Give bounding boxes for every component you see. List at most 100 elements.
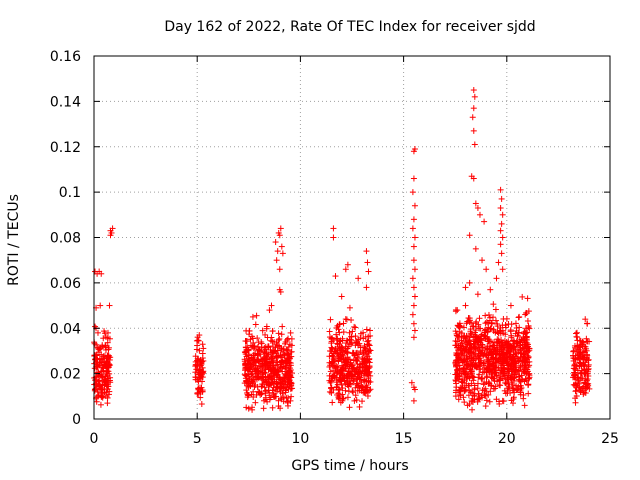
data-point — [280, 383, 287, 390]
data-point — [410, 175, 417, 182]
data-point — [193, 361, 200, 368]
data-point — [285, 394, 292, 401]
data-point — [288, 385, 295, 392]
data-point — [198, 384, 205, 391]
data-point — [105, 368, 112, 375]
data-point — [279, 250, 286, 257]
data-point — [338, 293, 345, 300]
data-point — [273, 372, 280, 379]
data-point — [350, 357, 357, 364]
data-point — [362, 384, 369, 391]
data-point — [409, 275, 416, 282]
data-point — [100, 365, 107, 372]
data-point — [461, 399, 468, 406]
data-point — [286, 341, 293, 348]
data-point — [482, 312, 489, 319]
data-point — [356, 403, 363, 410]
data-point — [499, 397, 506, 404]
data-point — [330, 234, 337, 241]
data-point — [339, 397, 346, 404]
data-point — [342, 387, 349, 394]
data-point — [336, 329, 343, 336]
data-point — [462, 302, 469, 309]
data-point — [99, 374, 106, 381]
data-point — [284, 350, 291, 357]
data-point — [346, 356, 353, 363]
data-point — [355, 275, 362, 282]
data-point — [278, 243, 285, 250]
data-point — [348, 317, 355, 324]
data-point — [98, 387, 105, 394]
data-point — [329, 353, 336, 360]
data-point — [484, 373, 491, 380]
data-point — [252, 321, 259, 328]
data-point — [103, 355, 110, 362]
x-tick-label: 15 — [395, 431, 413, 447]
data-point — [470, 127, 477, 134]
data-point — [338, 367, 345, 374]
data-point — [327, 379, 334, 386]
data-point — [268, 349, 275, 356]
data-point — [242, 372, 249, 379]
grid-lines — [94, 56, 610, 419]
data-point — [360, 335, 367, 342]
data-point — [470, 87, 477, 94]
data-point — [487, 286, 494, 293]
data-point — [351, 352, 358, 359]
data-point — [460, 394, 467, 401]
data-point — [340, 329, 347, 336]
y-tick-label: 0.16 — [50, 49, 81, 65]
data-point — [263, 378, 270, 385]
data-point — [272, 393, 279, 400]
y-axis-label: ROTI / TECUs — [6, 194, 22, 286]
y-tick-label: 0.06 — [50, 276, 81, 292]
data-point — [257, 351, 264, 358]
data-point — [511, 338, 518, 345]
data-point — [516, 313, 523, 320]
data-point — [498, 195, 505, 202]
data-point — [332, 345, 339, 352]
data-point — [249, 313, 256, 320]
data-point — [338, 355, 345, 362]
data-point — [454, 333, 461, 340]
data-point — [197, 394, 204, 401]
scatter-points — [91, 87, 593, 413]
data-point — [274, 248, 281, 255]
data-point — [339, 391, 346, 398]
data-point — [515, 329, 522, 336]
data-point — [523, 334, 530, 341]
data-point — [101, 378, 108, 385]
data-point — [350, 389, 357, 396]
data-point — [254, 365, 261, 372]
data-point — [242, 378, 249, 385]
data-point — [326, 328, 333, 335]
data-point — [485, 311, 492, 318]
data-point — [524, 318, 531, 325]
data-point — [497, 227, 504, 234]
data-point — [508, 321, 515, 328]
data-point — [270, 384, 277, 391]
x-axis-label: GPS time / hours — [291, 458, 408, 474]
data-point — [345, 388, 352, 395]
data-point — [476, 315, 483, 322]
data-point — [262, 387, 269, 394]
data-point — [359, 358, 366, 365]
data-point — [275, 403, 282, 410]
data-point — [107, 354, 114, 361]
data-point — [525, 381, 532, 388]
y-tick-label: 0.02 — [50, 367, 81, 383]
data-point — [283, 346, 290, 353]
data-point — [410, 284, 417, 291]
data-point — [282, 387, 289, 394]
data-point — [354, 339, 361, 346]
data-point — [469, 406, 476, 413]
data-point — [101, 330, 108, 337]
data-point — [362, 347, 369, 354]
y-tick-label: 0.04 — [50, 321, 81, 337]
data-point — [94, 362, 101, 369]
data-point — [470, 398, 477, 405]
data-point — [265, 344, 272, 351]
data-point — [326, 359, 333, 366]
data-point — [260, 355, 267, 362]
